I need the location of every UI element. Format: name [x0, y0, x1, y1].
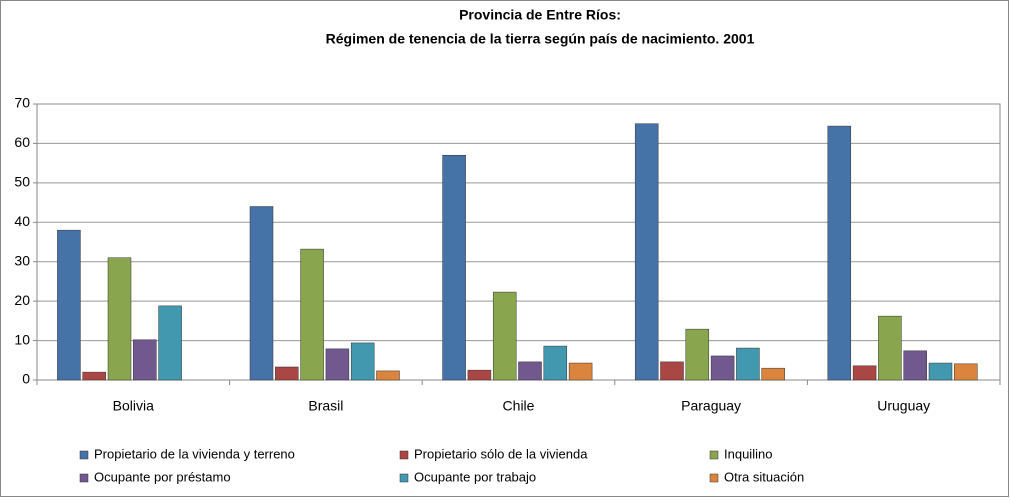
- legend-label: Ocupante por trabajo: [414, 469, 536, 484]
- chart-title: Provincia de Entre Ríos:: [459, 7, 621, 23]
- legend-swatch: [399, 450, 409, 460]
- x-tick-label: Paraguay: [681, 398, 741, 414]
- legend-swatch: [709, 473, 719, 483]
- bar: [350, 342, 375, 381]
- bar: [568, 362, 593, 381]
- y-tick-label: 40: [14, 213, 30, 229]
- legend-label: Otra situación: [724, 469, 804, 484]
- bar: [442, 155, 466, 381]
- bar: [325, 348, 350, 381]
- y-tick-label: 10: [14, 331, 30, 347]
- chart-subtitle: Régimen de tenencia de la tierra según p…: [326, 31, 755, 47]
- bar: [878, 315, 902, 381]
- y-tick-label: 0: [22, 371, 30, 387]
- y-tick-label: 50: [14, 174, 30, 190]
- legend-swatch: [399, 473, 409, 483]
- bar: [249, 206, 274, 381]
- bar: [827, 125, 852, 381]
- y-tick-label: 70: [14, 95, 30, 111]
- bar: [82, 371, 106, 381]
- bar: [492, 291, 517, 381]
- legend-swatch: [79, 450, 89, 460]
- x-tick-label: Uruguay: [877, 398, 930, 414]
- y-tick-label: 20: [14, 292, 30, 308]
- bar: [852, 365, 877, 381]
- x-tick-label: Brasil: [308, 398, 343, 414]
- bar: [660, 361, 684, 381]
- bar: [736, 347, 760, 381]
- bar: [300, 248, 324, 381]
- bar: [57, 229, 81, 381]
- bar: [685, 328, 710, 381]
- legend-swatch: [79, 473, 89, 483]
- legend-swatch: [709, 450, 719, 460]
- y-tick-label: 60: [14, 134, 30, 150]
- legend-label: Propietario sólo de la vivienda: [414, 446, 588, 461]
- bar: [518, 361, 542, 381]
- bar: [107, 257, 132, 381]
- bar: [467, 369, 492, 381]
- bar: [954, 363, 978, 381]
- bar: [376, 370, 400, 381]
- bar: [710, 355, 735, 381]
- bar: [761, 367, 785, 381]
- bar: [928, 362, 953, 381]
- bar: [158, 305, 182, 381]
- bar: [275, 366, 299, 381]
- legend-label: Propietario de la vivienda y terreno: [94, 446, 295, 461]
- legend-label: Inquilino: [724, 446, 772, 461]
- x-tick-label: Chile: [503, 398, 535, 414]
- legend-label: Ocupante por préstamo: [94, 469, 231, 484]
- bar: [543, 345, 568, 381]
- x-tick-label: Bolivia: [113, 398, 154, 414]
- bar: [634, 123, 659, 381]
- y-tick-label: 30: [14, 252, 30, 268]
- bar: [133, 339, 157, 381]
- bar: [903, 350, 927, 381]
